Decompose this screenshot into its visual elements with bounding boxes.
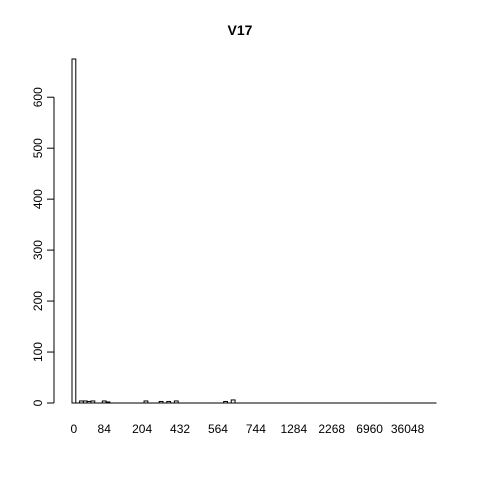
x-tick-label: 36048 (391, 422, 425, 436)
y-tick-label: 200 (31, 291, 45, 311)
bar (86, 400, 92, 404)
y-axis: 0 100 200 300 400 500 600 (31, 87, 55, 406)
bar (230, 399, 236, 404)
x-tick-label: 564 (208, 422, 228, 436)
y-tick-label: 600 (31, 87, 45, 107)
bar (166, 400, 172, 404)
x-tick-label: 204 (132, 422, 152, 436)
x-tick-label: 6960 (356, 422, 383, 436)
bar (158, 400, 164, 404)
y-tick-label: 300 (31, 240, 45, 260)
x-tick-label: 0 (71, 422, 78, 436)
bar (223, 400, 228, 404)
x-tick-label: 84 (98, 422, 112, 436)
bar (90, 400, 96, 404)
bar (105, 401, 111, 404)
bar (79, 400, 84, 404)
x-tick-label: 2268 (318, 422, 345, 436)
y-tick-label: 0 (31, 399, 45, 406)
bars-group (71, 58, 437, 404)
bar (82, 400, 88, 404)
x-tick-label: 432 (170, 422, 190, 436)
bar (173, 400, 179, 404)
y-tick-label: 400 (31, 189, 45, 209)
chart-title: V17 (227, 22, 253, 38)
x-tick-label: 1284 (280, 422, 307, 436)
bar (71, 58, 77, 404)
x-axis-labels: 0 84 204 432 564 744 1284 2268 6960 36048 (71, 422, 425, 436)
y-tick-label: 500 (31, 138, 45, 158)
bar (143, 400, 149, 404)
y-tick-label: 100 (31, 342, 45, 362)
bar (101, 400, 107, 404)
x-tick-label: 744 (246, 422, 266, 436)
